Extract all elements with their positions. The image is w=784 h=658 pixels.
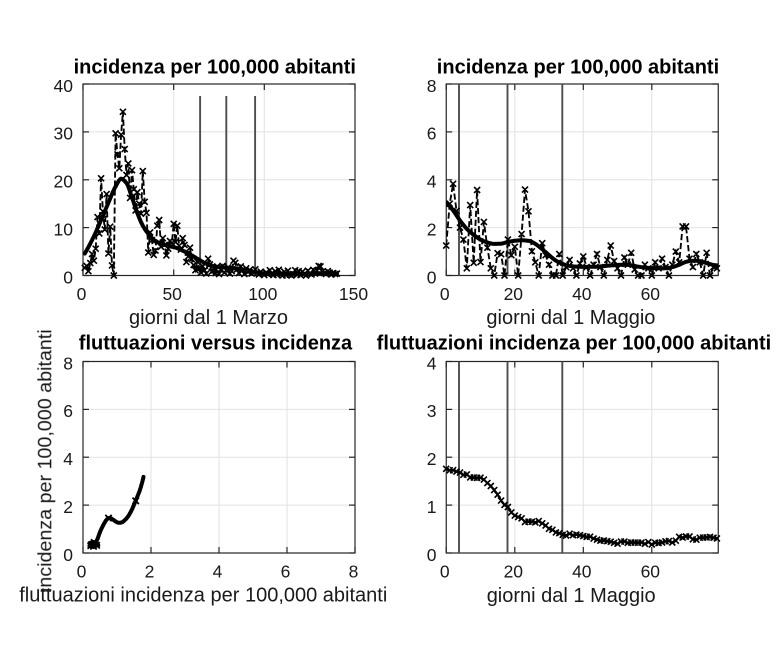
svg-text:0: 0 — [63, 267, 73, 287]
svg-text:fluttuazioni versus incidenza: fluttuazioni versus incidenza — [79, 333, 353, 355]
svg-text:giorni dal 1 Maggio: giorni dal 1 Maggio — [487, 585, 656, 607]
svg-text:40: 40 — [54, 76, 74, 96]
svg-text:6: 6 — [427, 124, 437, 144]
svg-text:20: 20 — [504, 562, 524, 582]
svg-text:fluttuazioni incidenza per 100: fluttuazioni incidenza per 100,000 abita… — [377, 333, 772, 355]
svg-text:40: 40 — [572, 284, 592, 304]
svg-text:4: 4 — [213, 562, 223, 582]
svg-text:10: 10 — [54, 219, 74, 239]
svg-text:6: 6 — [281, 562, 291, 582]
svg-text:0: 0 — [77, 284, 87, 304]
svg-text:2: 2 — [63, 497, 73, 517]
svg-text:incidenza per 100,000 abitanti: incidenza per 100,000 abitanti — [74, 57, 356, 79]
svg-text:2: 2 — [427, 219, 437, 239]
svg-text:4: 4 — [63, 449, 73, 469]
svg-text:150: 150 — [339, 284, 368, 304]
svg-text:4: 4 — [427, 353, 437, 373]
svg-text:incidenza per 100,000 abitanti: incidenza per 100,000 abitanti — [35, 329, 57, 592]
svg-text:20: 20 — [54, 172, 74, 192]
svg-text:8: 8 — [349, 562, 359, 582]
svg-text:0: 0 — [427, 545, 437, 565]
svg-text:1: 1 — [427, 497, 437, 517]
svg-text:20: 20 — [504, 284, 524, 304]
svg-text:0: 0 — [63, 545, 73, 565]
svg-text:60: 60 — [641, 562, 661, 582]
svg-text:6: 6 — [63, 401, 73, 421]
svg-text:giorni dal 1 Marzo: giorni dal 1 Marzo — [129, 307, 288, 329]
svg-text:giorni dal 1 Maggio: giorni dal 1 Maggio — [486, 307, 655, 329]
svg-text:fluttuazioni incidenza per 100: fluttuazioni incidenza per 100,000 abita… — [19, 585, 387, 607]
svg-text:50: 50 — [162, 284, 182, 304]
svg-text:0: 0 — [77, 562, 87, 582]
svg-text:0: 0 — [440, 562, 450, 582]
svg-text:8: 8 — [63, 353, 73, 373]
svg-text:60: 60 — [641, 284, 661, 304]
svg-text:0: 0 — [440, 284, 450, 304]
svg-text:3: 3 — [427, 401, 437, 421]
svg-text:0: 0 — [427, 267, 437, 287]
svg-text:8: 8 — [427, 76, 437, 96]
svg-text:4: 4 — [427, 172, 437, 192]
svg-text:30: 30 — [54, 124, 74, 144]
svg-text:2: 2 — [427, 449, 437, 469]
svg-text:40: 40 — [572, 562, 592, 582]
svg-text:incidenza per 100,000 abitanti: incidenza per 100,000 abitanti — [437, 57, 719, 79]
svg-text:2: 2 — [145, 562, 155, 582]
svg-text:100: 100 — [248, 284, 277, 304]
